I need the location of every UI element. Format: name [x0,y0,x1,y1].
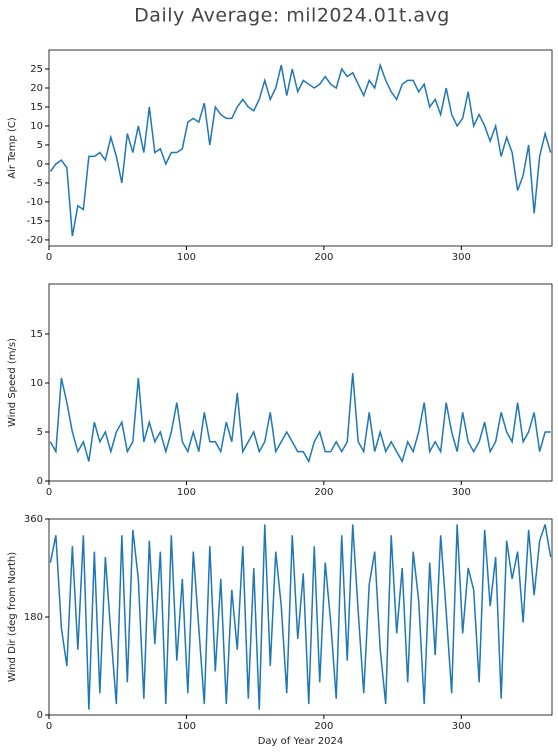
y-tick-label: 10 [30,121,43,132]
y-axis-label: Air Temp (C) [7,117,18,179]
x-tick-label: 300 [452,487,471,498]
y-tick-label: 15 [30,329,43,340]
y-tick-label: 180 [24,612,43,623]
x-tick-label: 0 [46,487,52,498]
y-tick-label: 0 [37,159,43,170]
axes-frame [48,49,553,247]
axes-frame [48,518,553,716]
data-line [49,62,552,237]
y-tick-label: 20 [30,83,43,94]
x-tick-label: 300 [452,252,471,263]
x-tick-label: 200 [314,487,333,498]
plot-area [49,524,552,710]
plot-area [49,62,552,237]
x-tick-label: 100 [177,487,196,498]
x-tick-label: 0 [46,721,52,732]
x-tick-label: 0 [46,252,52,263]
x-axis-label: Day of Year 2024 [258,736,344,747]
figure-title: Daily Average: mil2024.01t.avg [134,5,450,27]
y-tick-label: -20 [27,235,43,246]
y-tick-label: 5 [37,140,43,151]
x-tick-label: 200 [314,252,333,263]
y-tick-label: 10 [30,378,43,389]
y-tick-label: 360 [24,514,43,525]
y-tick-label: 0 [37,476,43,487]
x-tick-label: 300 [452,721,471,732]
y-tick-label: -15 [27,216,43,227]
x-tick-label: 100 [177,721,196,732]
plot-area [49,373,551,464]
y-tick-label: 5 [37,427,43,438]
data-line [49,524,552,710]
x-tick-label: 100 [177,252,196,263]
y-tick-label: -10 [27,197,43,208]
y-axis-label: Wind Dir (deg from North) [7,552,18,682]
y-tick-label: -5 [33,178,43,189]
y-tick-label: 25 [30,64,43,75]
y-axis-label: Wind Speed (m/s) [7,338,18,427]
axes-frame [48,283,553,482]
y-tick-label: 0 [37,710,43,721]
data-line [49,373,551,464]
y-tick-label: 15 [30,102,43,113]
x-tick-label: 200 [314,721,333,732]
